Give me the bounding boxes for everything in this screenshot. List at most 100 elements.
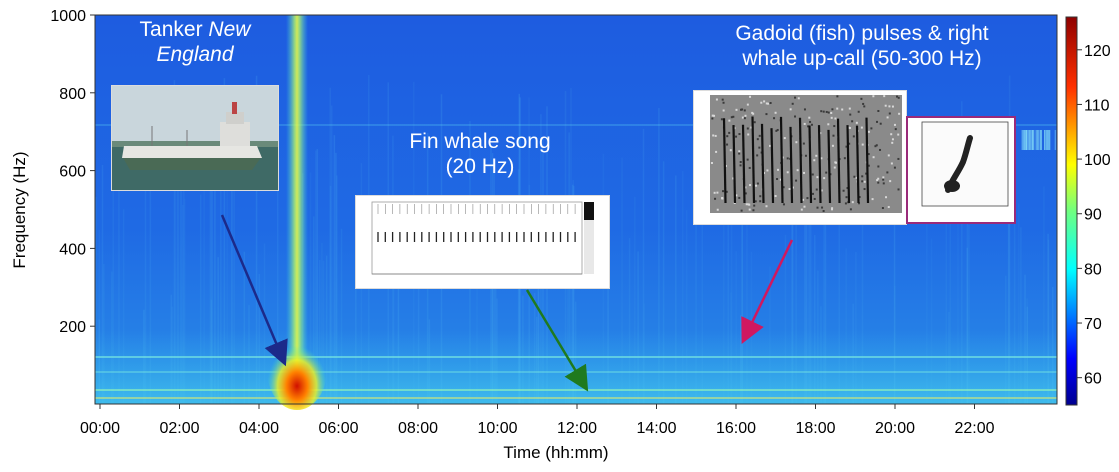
noise-striation [309,172,312,404]
gadoid-pulse-mark [779,116,784,204]
inset-noise [834,117,837,120]
inset-noise [836,107,839,110]
inset-noise [738,150,741,153]
inset-noise [746,158,749,161]
noise-striation [174,92,177,404]
inset-noise [804,154,807,157]
inset-noise [872,156,875,159]
right-whale-upcall-inset [906,116,1016,224]
inset-noise [749,95,752,98]
x-tick-label: 18:00 [795,420,835,437]
inset-noise [897,188,900,191]
noise-striation [861,160,864,404]
noise-striation [331,105,333,404]
colorbar-tick-label: 100 [1084,152,1111,169]
noise-striation [926,185,928,404]
inset-noise [897,133,900,136]
inset-noise [865,172,868,175]
inset-noise [831,207,834,210]
noise-striation [1023,130,1025,150]
inset-noise [726,143,729,146]
colorbar-tick-label: 90 [1084,207,1102,224]
noise-striation [735,251,737,404]
noise-striation [316,149,319,404]
plot-frame [94,14,1058,405]
inset-noise [809,120,812,123]
inset-noise [788,187,791,190]
noise-striation [893,119,896,404]
inset-noise [760,101,763,104]
noise-striation [122,209,125,404]
inset-noise [714,197,717,200]
inset-noise [863,188,866,191]
y-tick-label: 800 [59,86,86,103]
noise-striation [223,78,226,404]
inset-noise [739,164,742,167]
noise-striation [340,228,343,404]
noise-striation [180,163,183,404]
inset-noise [765,113,768,116]
inset-noise [802,198,805,201]
noise-striation [791,222,793,404]
gadoid-pulse-mark [722,118,727,204]
inset-noise [830,111,833,114]
noise-striation [845,248,847,404]
inset-noise [849,113,852,116]
noise-striation [315,150,317,404]
y-tick-label: 200 [59,319,86,336]
gadoid-pulse-mark [760,123,765,204]
inset-noise [867,153,870,156]
noise-striation [792,154,794,404]
gadoid-pulse-mark [865,117,870,204]
inset-noise [782,186,785,189]
x-tick-label: 12:00 [557,420,597,437]
inset-noise [765,102,768,105]
inset-noise [752,209,755,212]
noise-striation [571,184,574,404]
noise-striation [1043,186,1045,404]
noise-striation [966,207,969,404]
inset-noise [876,120,879,123]
noise-striation [1047,130,1049,150]
inset-noise [874,145,877,148]
noise-striation [741,164,743,404]
inset-noise [832,134,835,137]
inset-noise [720,118,723,121]
inset-noise [729,149,732,152]
noise-striation [675,175,677,404]
inset-noise [897,96,900,99]
gadoid-spectrogram-inset [693,90,907,225]
inset-noise [867,164,870,167]
inset-noise [754,200,757,203]
noise-striation [203,157,205,404]
inset-noise [857,110,860,113]
noise-striation [149,139,152,404]
inset-noise [860,126,863,129]
inset-noise [803,122,806,125]
inset-noise [753,121,756,124]
inset-noise [836,95,839,98]
inset-noise [800,208,803,211]
inset-noise [741,116,744,119]
inset-noise [894,128,897,131]
low-frequency-band [95,330,1057,404]
inset-noise [890,162,893,165]
noise-striation [321,242,323,404]
noise-striation [1036,130,1038,150]
y-tick-label: 1000 [50,8,86,25]
inset-noise [884,104,887,107]
noise-striation [838,162,840,404]
inset-noise [806,197,809,200]
noise-striation [1055,78,1058,404]
inset-noise [759,200,762,203]
noise-striation [95,196,97,404]
noise-striation [795,100,797,405]
noise-striation [804,141,806,405]
inset-noise [735,194,738,197]
inset-noise [833,166,836,169]
inset-noise [721,98,724,101]
noise-striation [957,141,959,405]
inset-noise [791,102,794,105]
inset-noise [896,95,899,98]
gadoid-pulse-mark [741,124,746,204]
